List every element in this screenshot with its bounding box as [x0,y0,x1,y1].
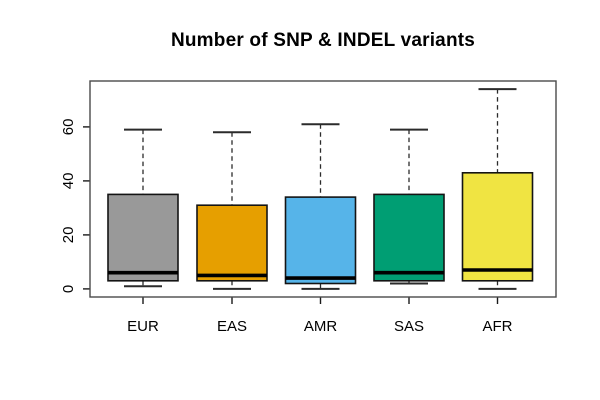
x-axis-label-amr: AMR [304,318,338,335]
box-eas [196,204,268,282]
plot-frame [89,80,557,298]
y-axis-tick-label: 60 [60,119,77,136]
box-sas [373,193,445,282]
y-axis-tick-label: 40 [60,173,77,190]
box-eur [107,193,179,282]
x-axis-label-afr: AFR [483,318,513,335]
y-axis-tick-label: 0 [60,285,77,293]
x-axis-label-sas: SAS [394,318,424,335]
box-afr [461,172,534,282]
y-axis-tick-label: 20 [60,227,77,244]
box-amr [284,196,357,285]
x-axis-label-eur: EUR [127,318,159,335]
chart-title: Number of SNP & INDEL variants [170,30,476,51]
x-axis-label-eas: EAS [217,318,247,335]
